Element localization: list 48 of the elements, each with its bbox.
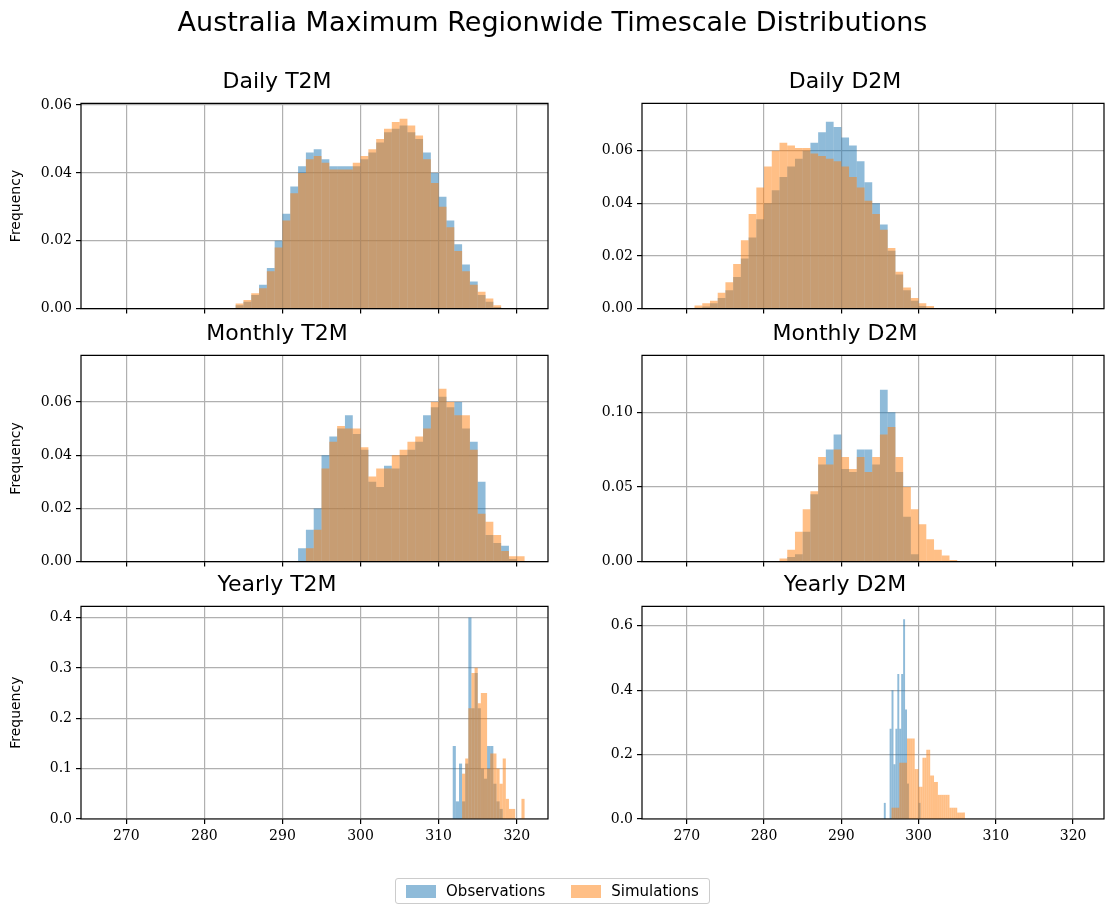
x-tick-label: 290: [269, 827, 296, 844]
y-axis-title: Frequency: [7, 169, 24, 243]
y-tick-label: 0.00: [601, 552, 633, 569]
y-tick-label: 0.06: [40, 392, 73, 409]
y-tick-label: 0.00: [601, 299, 633, 316]
x-tick-label: 280: [750, 827, 778, 844]
chart-title: Daily T2M: [222, 67, 332, 93]
x-tick-label: 310: [425, 827, 453, 844]
chart-title: Yearly D2M: [782, 570, 907, 596]
y-tick-label: 0.06: [601, 141, 634, 158]
chart-title: Yearly T2M: [216, 570, 337, 596]
y-tick-label: 0.2: [49, 708, 72, 725]
chart-title: Monthly D2M: [772, 319, 918, 345]
x-tick-label: 270: [673, 827, 701, 844]
chart-title: Daily D2M: [788, 67, 902, 93]
y-tick-label: 0.04: [40, 163, 73, 180]
x-tick-label: 300: [905, 827, 932, 844]
y-tick-label: 0.1: [49, 759, 72, 776]
y-tick-label: 0.2: [610, 745, 633, 762]
y-tick-label: 0.02: [601, 246, 633, 263]
y-tick-label: 0.02: [40, 499, 72, 516]
y-axis-title: Frequency: [7, 422, 24, 495]
y-tick-label: 0.4: [610, 680, 634, 697]
y-tick-label: 0.10: [601, 402, 633, 419]
chart-title: Monthly T2M: [206, 319, 348, 345]
x-tick-label: 290: [827, 827, 855, 844]
y-tick-label: 0.00: [40, 552, 72, 569]
y-tick-label: 0.00: [40, 299, 72, 316]
x-tick-label: 320: [503, 827, 531, 844]
x-tick-label: 320: [1059, 827, 1087, 844]
legend-label: Simulations: [611, 882, 699, 900]
y-tick-label: 0.04: [601, 194, 634, 211]
y-tick-label: 0.0: [610, 809, 633, 826]
x-tick-label: 300: [347, 827, 374, 844]
x-tick-label: 280: [191, 827, 218, 844]
y-tick-label: 0.3: [49, 658, 72, 675]
x-tick-label: 270: [112, 827, 140, 844]
y-tick-label: 0.06: [40, 95, 73, 112]
y-tick-label: 0.6: [610, 616, 634, 633]
y-tick-label: 0.0: [49, 809, 72, 826]
text: Australia Maximum Regionwide Timescale Distributions: [176, 6, 929, 37]
y-tick-label: 0.05: [601, 477, 633, 494]
x-tick-label: 310: [982, 827, 1010, 844]
y-tick-label: 0.02: [40, 231, 72, 248]
y-axis-title: Frequency: [7, 676, 24, 749]
legend-label: Observations: [446, 882, 546, 900]
y-tick-label: 0.4: [49, 608, 73, 625]
y-tick-label: 0.04: [40, 445, 73, 462]
